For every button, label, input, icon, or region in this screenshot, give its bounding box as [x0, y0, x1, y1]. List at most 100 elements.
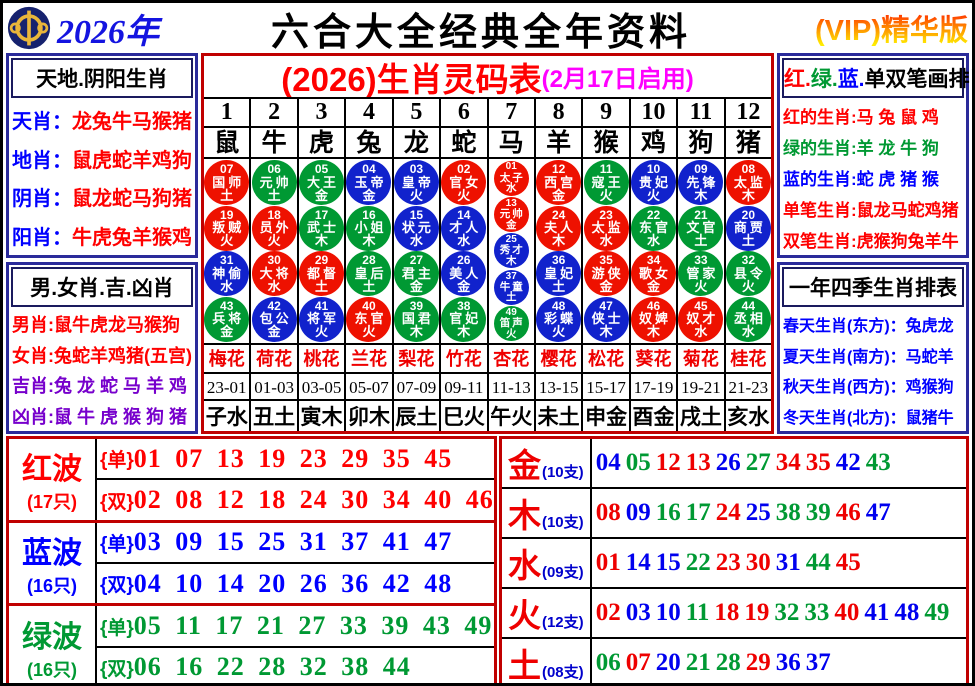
parity-tag: {单} [100, 450, 134, 472]
ball-number: 05 [314, 162, 329, 177]
info-value: 兔虎龙 [905, 318, 954, 336]
ball-name: 皇帝 [401, 174, 434, 190]
zodiac-column: 01 太子水 13 元帅金 25 秀才木 37 牛童土 49 笛声火 [486, 159, 534, 343]
element-name: 木 [507, 497, 541, 534]
zodiac-cell: 羊 [533, 128, 581, 157]
ball-name: 皇后 [354, 265, 387, 281]
ball-number: 10 [646, 162, 661, 177]
zodiac-column: 03 皇帝火 15 状元水 27 君主金 39 国君木 [391, 159, 439, 343]
zodiac-row: 鼠牛虎兔龙蛇马羊猴鸡狗猪 [204, 126, 771, 157]
ball-name: 国师 [212, 174, 245, 190]
element-numbers: 04 05 12 13 26 27 34 35 42 43 [592, 439, 966, 487]
wave-numbers: 05 11 17 21 27 33 39 43 49 [133, 611, 493, 641]
ball-number: 39 [409, 298, 424, 313]
ball-element: 土 [694, 233, 708, 249]
wave-section: 红波 (17只) {单} 01 07 13 19 23 29 35 45 {双} 02 0… [9, 439, 494, 520]
ball-element: 水 [409, 233, 423, 249]
number-ball: 21 文官土 [678, 205, 724, 251]
ball-element: 木 [505, 255, 517, 268]
panel-title: 天地.阴阳生肖 [11, 58, 193, 98]
ball-number: 03 [409, 162, 424, 177]
ball-element: 火 [552, 324, 566, 340]
body: 天地.阴阳生肖 天肖： 龙兔牛马猴猪 地肖： 鼠虎蛇羊鸡狗 阴肖： 鼠龙蛇马狗猪 阳肖： 牛虎… [3, 53, 972, 434]
info-label: 夏天生肖(南方)： [783, 348, 906, 366]
table-title-main: (2026)生肖灵码表 [281, 60, 542, 98]
ball-name: 兵将 [212, 311, 245, 327]
ball-number: 21 [694, 207, 708, 222]
ball-element: 火 [646, 187, 660, 203]
number-ball: 20 商贾土 [725, 205, 771, 251]
number-ball: 32 县令火 [725, 251, 771, 297]
wave-rows: {单} 01 07 13 19 23 29 35 45 {双} 02 08 12 18… [97, 439, 494, 520]
info-row: 双笔生肖: 虎猴狗兔羊牛 [783, 227, 963, 252]
info-value: 兔 龙 蛇 马 羊 鸡 [54, 376, 188, 397]
ball-name: 贵妃 [638, 174, 671, 190]
col-number: 6 [439, 99, 486, 126]
info-label: 秋天生肖(西方)： [783, 379, 906, 397]
ball-element: 水 [646, 233, 660, 249]
page-title: 六合大全经典全年资料 [270, 11, 691, 54]
info-value: 鼠猪牛 [905, 409, 954, 427]
col-number: 5 [391, 99, 439, 126]
zodiac-column: 02 官女火 14 才人水 26 美人金 38 官妃木 [439, 159, 487, 343]
number-ball: 30 大将水 [251, 251, 297, 297]
hour-cell: 09-11 [439, 374, 486, 399]
number-ball: 29 都督土 [299, 251, 345, 297]
info-label: 蓝的生肖: [783, 170, 857, 189]
wave-section: 蓝波 (16只) {单} 03 09 15 25 31 37 41 47 {双} 04 1… [9, 519, 494, 604]
element-count: (08支) [541, 664, 584, 681]
element-number: 26 [715, 449, 741, 476]
ball-name: 秀才 [499, 244, 525, 257]
branch-cell: 亥水 [723, 401, 771, 431]
branch-cell: 酉金 [628, 401, 676, 431]
ball-name: 先锋 [686, 174, 719, 190]
ball-number: 47 [599, 298, 613, 313]
number-ball: 17 武士木 [299, 205, 345, 251]
ball-number: 46 [646, 298, 661, 313]
number-ball: 15 状元水 [393, 205, 439, 251]
ball-number: 45 [694, 298, 708, 313]
element-number: 02 [595, 599, 621, 626]
zodiac-column: 08 太监木 20 商贾土 32 县令火 44 丞相水 [723, 159, 771, 343]
ball-name: 官妃 [449, 311, 482, 327]
info-label: 绿的生肖: [783, 139, 857, 158]
wave-section: 绿波 (16只) {单} 05 11 17 21 27 33 39 43 49 {双} 0… [9, 603, 494, 683]
flower-cell: 杏花 [486, 345, 534, 372]
element-number: 05 [625, 449, 651, 476]
col-number: 12 [723, 99, 771, 126]
element-number: 49 [924, 599, 950, 626]
info-row: 凶肖: 鼠 牛 虎 猴 狗 猪 [12, 403, 192, 429]
zodiac-column: 09 先锋木 21 文官土 33 管家火 45 奴才水 [676, 159, 724, 343]
info-label: 女肖: [12, 345, 54, 366]
element-count: (10支) [541, 514, 584, 531]
ball-name: 员外 [259, 220, 292, 236]
branch-cell: 寅木 [296, 401, 344, 431]
element-number: 37 [805, 649, 831, 676]
zodiac-column: 04 玉帝金 16 小姐木 28 皇后土 40 东官火 [344, 159, 392, 343]
hour-cell: 05-07 [344, 374, 391, 399]
ball-number: 11 [599, 162, 613, 177]
element-number: 27 [745, 449, 771, 476]
number-ball: 42 包公金 [251, 296, 297, 342]
ball-element: 火 [599, 187, 613, 203]
col-number: 9 [581, 99, 628, 126]
ball-name: 丞相 [733, 311, 766, 327]
parity-tag: {双} [100, 491, 134, 513]
branch-cell: 戌土 [676, 401, 723, 431]
ball-element: 金 [646, 278, 660, 294]
ball-name: 玉帝 [354, 174, 387, 190]
element-number: 01 [595, 549, 621, 576]
element-number: 35 [805, 449, 831, 476]
element-number: 07 [625, 649, 651, 676]
ball-name: 商贾 [733, 220, 766, 236]
element-number: 40 [834, 599, 860, 626]
element-number: 43 [865, 449, 891, 476]
ball-number: 12 [551, 162, 566, 177]
zodiac-cell: 鸡 [628, 128, 676, 157]
logo-box: 2026年 [7, 4, 199, 53]
ball-number: 26 [457, 253, 471, 268]
ball-number: 25 [505, 234, 517, 246]
number-ball-grid: 07 国师土 19 叛贼火 31 神偷水 43 兵将金 06 元帅土 18 员外火 30 大将水 42 包公金… [204, 157, 771, 343]
ball-number: 42 [267, 298, 281, 313]
number-ball: 03 皇帝火 [393, 160, 439, 206]
